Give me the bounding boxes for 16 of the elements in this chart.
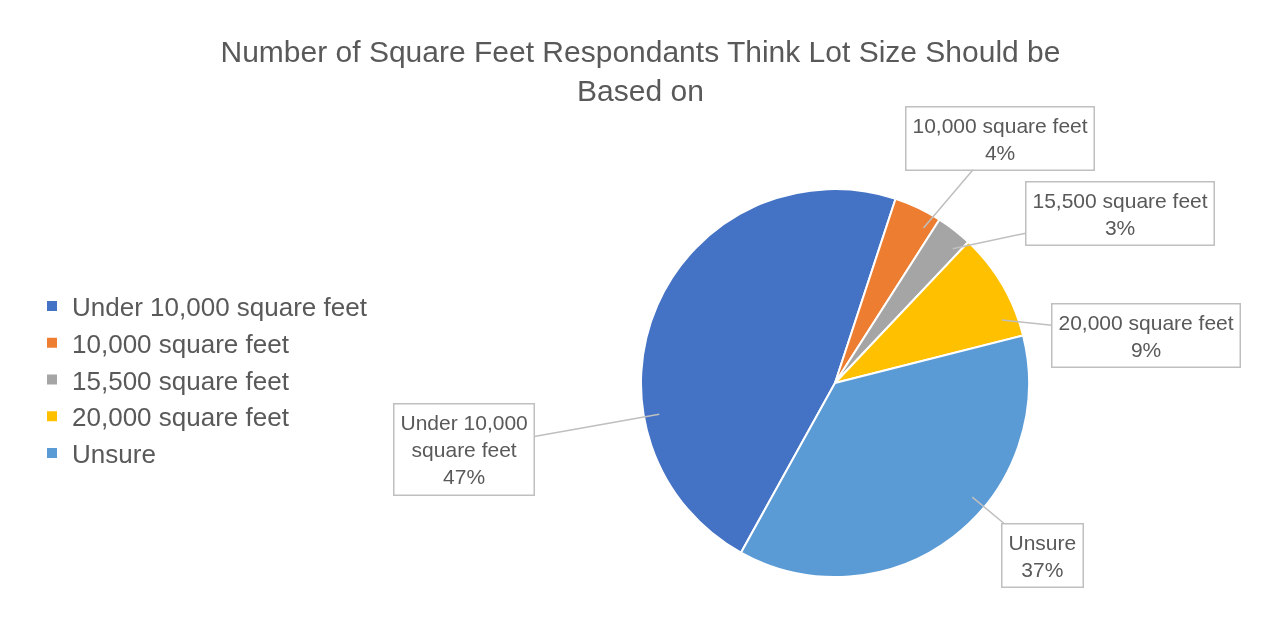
legend-label: 15,500 square feet (72, 365, 290, 396)
legend-label: 10,000 square feet (72, 328, 290, 359)
legend-label: Under 10,000 square feet (72, 292, 368, 323)
legend-label: 20,000 square feet (72, 402, 290, 433)
slice-label: 15,500 square feet (1032, 188, 1208, 212)
legend-label: Unsure (72, 439, 156, 470)
slice-label: Under 10,000 square feet (400, 410, 528, 461)
data-label: 47% (443, 465, 486, 489)
data-label: 9% (1130, 337, 1162, 361)
data-label: 37% (1021, 557, 1064, 581)
slice-label: Unsure (1008, 530, 1077, 554)
slice-label: 20,000 square feet (1058, 310, 1234, 334)
data-label: 4% (984, 140, 1016, 164)
data-label: 3% (1104, 215, 1136, 239)
slice-label: 10,000 square feet (912, 113, 1088, 137)
chart-title: Number of Square Feet Respondants Think Lot Size Should be Based on (220, 35, 1061, 107)
